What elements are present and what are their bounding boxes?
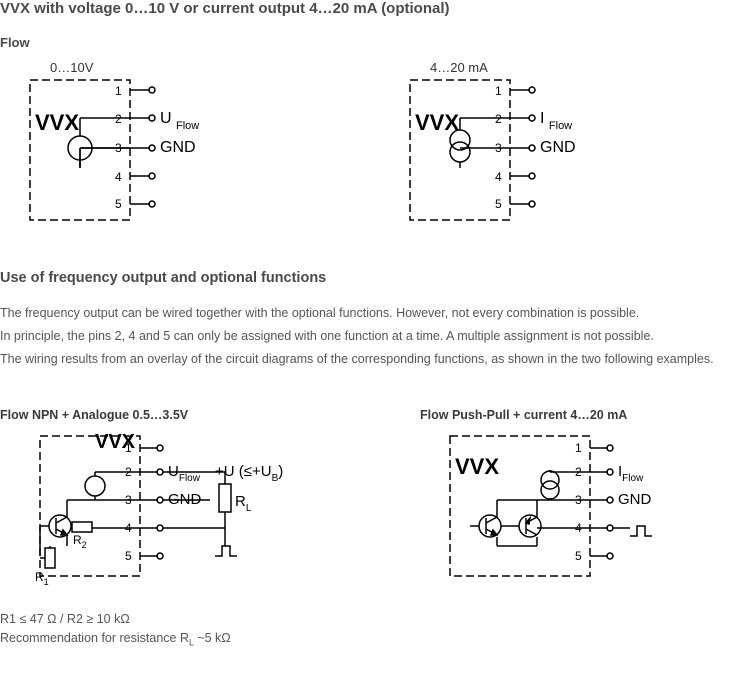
diagram-title: Flow NPN + Analogue 0.5…3.5V xyxy=(0,408,320,422)
footnote-line2: Recommendation for resistance RL ~5 kΩ xyxy=(0,629,753,650)
svg-text:5: 5 xyxy=(115,197,122,211)
footnote: R1 ≤ 47 Ω / R2 ≥ 10 kΩ Recommendation fo… xyxy=(0,610,753,649)
device-label: VVX xyxy=(35,110,79,135)
diagram-voltage: 0…10V VVX 1 2 3 4 5 xyxy=(0,60,280,230)
svg-text:4: 4 xyxy=(495,170,502,184)
svg-text:I Flow: I Flow xyxy=(540,110,572,132)
svg-text:GND: GND xyxy=(618,491,652,508)
footnote-line1: R1 ≤ 47 Ω / R2 ≥ 10 kΩ xyxy=(0,610,753,629)
freq-text-2: The wiring results from an overlay of th… xyxy=(0,350,753,369)
flow-label: Flow xyxy=(0,35,753,50)
svg-text:UFlow: UFlow xyxy=(168,463,201,484)
svg-text:R1: R1 xyxy=(35,570,49,587)
diagram-header: 4…20 mA xyxy=(430,60,488,75)
freq-text-0: The frequency output can be wired togeth… xyxy=(0,304,753,323)
svg-text:1: 1 xyxy=(575,441,582,455)
diagram-title: Flow Push-Pull + current 4…20 mA xyxy=(420,408,720,422)
svg-text:1: 1 xyxy=(495,84,502,98)
svg-text:2: 2 xyxy=(115,112,122,126)
svg-text:5: 5 xyxy=(495,197,502,211)
svg-text:4: 4 xyxy=(115,170,122,184)
device-label: VVX xyxy=(415,110,459,135)
freq-text-1: In principle, the pins 2, 4 and 5 can on… xyxy=(0,327,753,346)
diagram-npn-analog: Flow NPN + Analogue 0.5…3.5V VVX 1 2 3 4… xyxy=(0,408,320,596)
svg-text:VVX: VVX xyxy=(455,454,499,479)
svg-text:RL: RL xyxy=(235,493,252,514)
svg-text:IFlow: IFlow xyxy=(618,463,644,484)
svg-text:U Flow: U Flow xyxy=(160,110,199,132)
svg-text:5: 5 xyxy=(125,549,132,563)
svg-text:2: 2 xyxy=(495,112,502,126)
svg-text:1: 1 xyxy=(125,441,132,455)
page-title: VVX with voltage 0…10 V or current outpu… xyxy=(0,0,753,17)
svg-text:R2: R2 xyxy=(73,533,87,550)
svg-text:GND: GND xyxy=(540,139,576,156)
diagram-current: 4…20 mA VVX 1 2 3 4 5 xyxy=(380,60,660,230)
svg-text:1: 1 xyxy=(115,84,122,98)
svg-text:GND: GND xyxy=(160,139,196,156)
diagram-pushpull-current: Flow Push-Pull + current 4…20 mA VVX 1 2… xyxy=(420,408,720,596)
svg-text:5: 5 xyxy=(575,549,582,563)
freq-heading: Use of frequency output and optional fun… xyxy=(0,270,753,286)
diagram-header: 0…10V xyxy=(50,60,94,75)
